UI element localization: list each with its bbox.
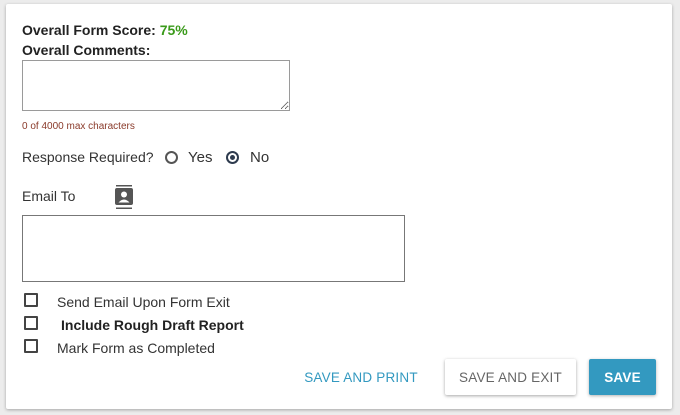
score-label: Overall Form Score: [22, 22, 156, 38]
radio-no[interactable] [226, 151, 239, 164]
score-value: 75% [159, 22, 188, 38]
checkbox-send-email[interactable] [24, 293, 38, 307]
checkbox-mark-completed[interactable] [24, 339, 38, 353]
radio-no-label[interactable]: No [250, 149, 270, 166]
radio-yes-label[interactable]: Yes [188, 149, 213, 166]
save-and-exit-button[interactable]: SAVE AND EXIT [445, 359, 576, 395]
email-to-input[interactable] [22, 215, 405, 282]
char-count: 0 of 4000 max characters [22, 121, 135, 132]
email-to-label: Email To [22, 188, 76, 204]
overall-form-score: Overall Form Score: 75% [22, 22, 188, 38]
response-required-label: Response Required? [22, 149, 154, 165]
save-button[interactable]: SAVE [589, 359, 656, 395]
comments-label: Overall Comments: [22, 42, 151, 58]
form-card: Overall Form Score: 75% Overall Comments… [6, 4, 672, 409]
checkbox-send-email-label[interactable]: Send Email Upon Form Exit [57, 294, 230, 310]
radio-yes[interactable] [165, 151, 178, 164]
checkbox-rough-draft[interactable] [24, 316, 38, 330]
comments-textarea[interactable] [22, 60, 290, 111]
save-and-print-button[interactable]: SAVE AND PRINT [304, 369, 418, 385]
checkbox-mark-completed-label[interactable]: Mark Form as Completed [57, 340, 215, 356]
checkbox-rough-draft-label[interactable]: Include Rough Draft Report [61, 317, 244, 333]
contact-book-icon[interactable] [114, 185, 134, 209]
